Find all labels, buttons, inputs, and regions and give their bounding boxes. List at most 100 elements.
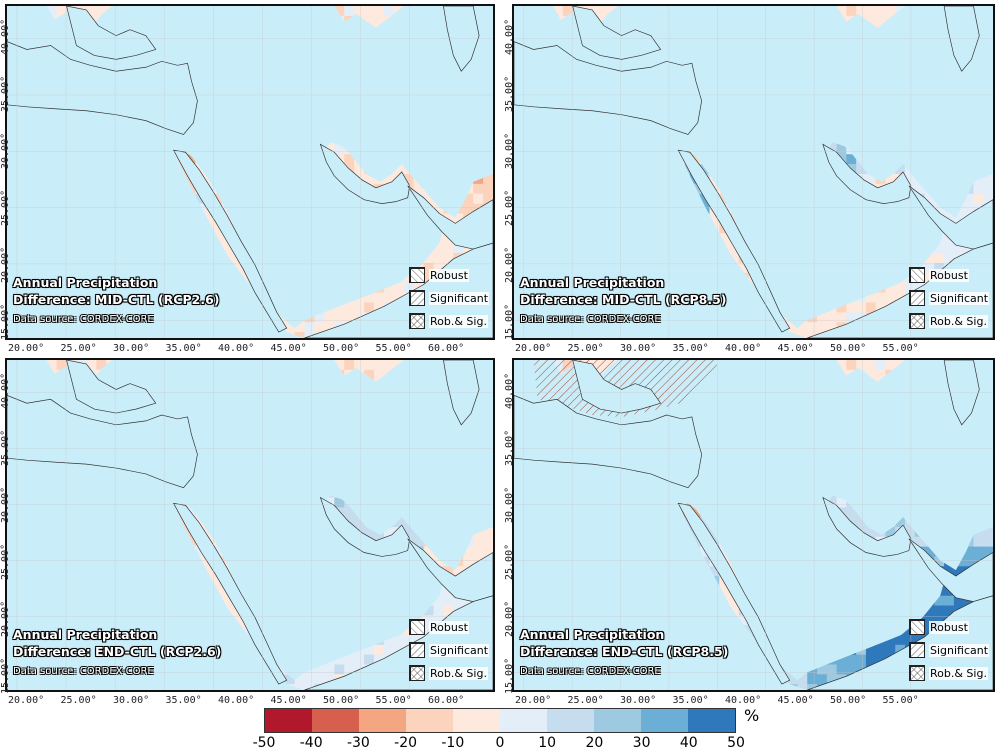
y-tick-label: 15.00°: [0, 658, 11, 694]
legend-label-robust: Robust: [429, 621, 469, 634]
y-tick-label: 25.00°: [0, 190, 11, 226]
y-tick-label: 15.00°: [504, 658, 515, 694]
x-tick-label: 40.00°: [218, 695, 254, 706]
legend-label-robsig: Rob.& Sig.: [429, 667, 488, 680]
x-tick-label: 55.00°: [883, 695, 919, 706]
legend-item-significant: Significant: [409, 642, 489, 660]
x-tick-label: 50.00°: [830, 695, 866, 706]
hatching-legend: Robust Significant Rob.& Sig.: [909, 619, 989, 687]
x-tick-label: 45.00°: [271, 695, 307, 706]
x-tick-label: 25.00°: [61, 343, 97, 354]
x-tick-label: 20.00°: [8, 343, 44, 354]
x-tick-label: 40.00°: [725, 343, 761, 354]
colorbar-bin: [594, 709, 641, 732]
y-tick-label: 40.00°: [0, 373, 11, 409]
colorbar-bin: [453, 709, 500, 732]
y-tick-label: 35.00°: [504, 76, 515, 112]
legend-item-robust: Robust: [909, 267, 989, 285]
legend-swatch-robsig: [909, 313, 925, 329]
legend-swatch-significant: [909, 642, 925, 658]
y-tick-label: 40.00°: [504, 19, 515, 55]
legend-label-significant: Significant: [429, 644, 489, 657]
legend-label-robust: Robust: [929, 621, 969, 634]
legend-item-significant: Significant: [909, 642, 989, 660]
y-tick-label: 15.00°: [0, 304, 11, 340]
x-tick-label: 55.00°: [883, 343, 919, 354]
x-tick-label: 35.00°: [673, 695, 709, 706]
data-source-label: Data source: CORDEX-CORE: [520, 314, 661, 325]
legend-label-robust: Robust: [929, 269, 969, 282]
x-tick-label: 40.00°: [725, 695, 761, 706]
colorbar-unit: %: [744, 706, 759, 725]
x-tick-label: 25.00°: [61, 695, 97, 706]
y-tick-label: 40.00°: [504, 373, 515, 409]
x-tick-label: 30.00°: [113, 343, 149, 354]
x-tick-label: 45.00°: [271, 343, 307, 354]
y-tick-label: 35.00°: [504, 430, 515, 466]
legend-swatch-significant: [409, 290, 425, 306]
legend-swatch-robsig: [909, 665, 925, 681]
x-tick-label: 20.00°: [8, 695, 44, 706]
colorbar-bin: [547, 709, 594, 732]
x-tick-label: 25.00°: [568, 343, 604, 354]
y-tick-label: 30.00°: [504, 133, 515, 169]
legend-item-robust: Robust: [409, 267, 489, 285]
x-tick-label: 30.00°: [113, 695, 149, 706]
x-tick-label: 55.00°: [376, 695, 412, 706]
panel-title-line2: Difference: END-CTL (RCP2.6): [13, 643, 221, 660]
data-source-label: Data source: CORDEX-CORE: [520, 666, 661, 677]
colorbar-bin: [312, 709, 359, 732]
colorbar-bin: [359, 709, 406, 732]
x-tick-label: 30.00°: [620, 343, 656, 354]
x-tick-label: 50.00°: [323, 695, 359, 706]
legend-swatch-robust: [909, 267, 925, 283]
y-tick-label: 25.00°: [0, 544, 11, 580]
data-source-label: Data source: CORDEX-CORE: [13, 666, 154, 677]
y-tick-label: 30.00°: [504, 487, 515, 523]
colorbar-bin: [688, 709, 735, 732]
panel-title-line1: Annual Precipitation: [13, 626, 157, 643]
x-tick-label: 55.00°: [376, 343, 412, 354]
y-tick-label: 35.00°: [0, 76, 11, 112]
x-tick-label: 40.00°: [218, 343, 254, 354]
legend-swatch-robsig: [409, 665, 425, 681]
y-tick-label: 20.00°: [0, 601, 11, 637]
x-tick-label: 30.00°: [620, 695, 656, 706]
x-tick-label: 35.00°: [166, 695, 202, 706]
y-tick-label: 20.00°: [504, 247, 515, 283]
colorbar-bin: [406, 709, 453, 732]
y-tick-label: 30.00°: [0, 487, 11, 523]
x-tick-label: 45.00°: [778, 695, 814, 706]
legend-swatch-significant: [909, 290, 925, 306]
legend-label-significant: Significant: [929, 292, 989, 305]
x-tick-label: 50.00°: [830, 343, 866, 354]
legend-swatch-robsig: [409, 313, 425, 329]
panel-title-line1: Annual Precipitation: [520, 274, 664, 291]
legend-item-robust: Robust: [409, 619, 489, 637]
x-tick-label: 60.00°: [428, 343, 464, 354]
x-tick-label: 35.00°: [166, 343, 202, 354]
legend-label-robsig: Rob.& Sig.: [429, 315, 488, 328]
legend-item-robust: Robust: [909, 619, 989, 637]
legend-item-significant: Significant: [909, 290, 989, 308]
y-tick-label: 25.00°: [504, 544, 515, 580]
panel-title-line2: Difference: END-CTL (RCP8.5): [520, 643, 728, 660]
colorbar-bin: [500, 709, 547, 732]
colorbar: [264, 708, 736, 733]
x-tick-label: 20.00°: [515, 695, 551, 706]
legend-label-significant: Significant: [429, 292, 489, 305]
y-tick-label: 30.00°: [0, 133, 11, 169]
legend-label-robsig: Rob.& Sig.: [929, 667, 988, 680]
hatching-legend: Robust Significant Rob.& Sig.: [409, 267, 489, 335]
x-tick-label: 60.00°: [428, 695, 464, 706]
x-tick-label: 20.00°: [515, 343, 551, 354]
legend-swatch-robust: [909, 619, 925, 635]
x-tick-label: 25.00°: [568, 695, 604, 706]
x-tick-label: 45.00°: [778, 343, 814, 354]
hatching-legend: Robust Significant Rob.& Sig.: [409, 619, 489, 687]
